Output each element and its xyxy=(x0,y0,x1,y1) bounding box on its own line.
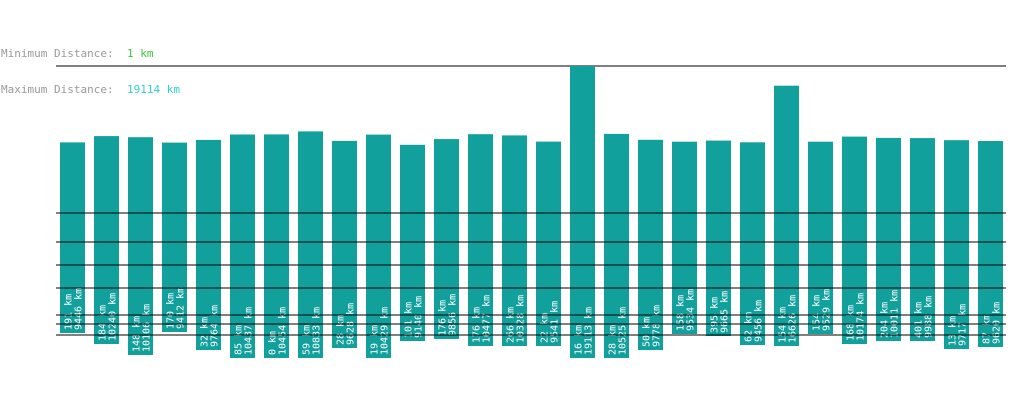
bar xyxy=(332,140,357,348)
bar xyxy=(842,136,867,344)
bar xyxy=(604,133,629,358)
bar xyxy=(536,141,561,346)
bar-label: 85 km10437 km xyxy=(234,307,255,355)
bar-label: 22 km9541 km xyxy=(540,301,561,343)
min-distance-row: Minimum Distance: 1 km xyxy=(1,48,180,60)
bar-label: 176 km10477 km xyxy=(472,295,493,343)
bar xyxy=(774,85,799,346)
bar xyxy=(808,141,833,334)
bar xyxy=(910,138,935,341)
max-distance-label: Maximum Distance: xyxy=(1,83,114,96)
bar xyxy=(740,142,765,345)
bar-label: 154 km16626 km xyxy=(778,295,799,343)
bar xyxy=(230,134,255,358)
bar-label: 184 km10240 km xyxy=(98,293,119,341)
bar-label: 101 km9140 km xyxy=(404,296,425,338)
bar-label: 266 km10328 km xyxy=(506,295,527,343)
bar xyxy=(570,66,595,358)
bar xyxy=(400,144,425,341)
bar-label: 395 km9665 km xyxy=(710,291,731,333)
bar-label: 62 km9456 km xyxy=(744,300,765,342)
bar-label: 158 km9534 km xyxy=(676,289,697,331)
bar-label: 154 km9529 km xyxy=(812,289,833,331)
min-distance-label: Minimum Distance: xyxy=(1,47,114,60)
bar-label: 59 km10833 km xyxy=(302,307,323,355)
bar xyxy=(298,131,323,358)
bar xyxy=(706,140,731,336)
bar xyxy=(60,142,85,333)
bar xyxy=(672,141,697,334)
bar xyxy=(944,140,969,349)
bar-label: 168 km10174 km xyxy=(846,293,867,341)
bar-label: 13 km9717 km xyxy=(948,304,969,346)
bar xyxy=(94,136,119,344)
bar xyxy=(162,142,187,332)
bar-label: 0 km10454 km xyxy=(268,307,289,355)
bar xyxy=(264,134,289,358)
bar-label: 50 km9778 km xyxy=(642,305,663,347)
min-distance-value: 1 km xyxy=(127,47,154,60)
bar xyxy=(876,137,901,341)
bar xyxy=(128,137,153,355)
bar-label: 28 km10525 km xyxy=(608,307,629,355)
bar-label: 32 km9764 km xyxy=(200,305,221,347)
bar-label: 87 km9620 km xyxy=(982,302,1003,344)
bar-label: 170 km9412 km xyxy=(166,287,187,329)
bar-label: 401 km9988 km xyxy=(914,296,935,338)
bar xyxy=(468,134,493,346)
max-distance-row: Maximum Distance: 19114 km xyxy=(1,84,180,96)
bar-label: 16 km19113 km xyxy=(574,307,595,355)
bar-label: 19 km10429 km xyxy=(370,307,391,355)
distance-stats: Minimum Distance: 1 km Maximum Distance: 1… xyxy=(1,24,180,120)
bar-label: 204 km10011 km xyxy=(880,290,901,338)
bar-label: 191 km9446 km xyxy=(64,288,85,330)
bar xyxy=(978,141,1003,347)
bar xyxy=(434,139,459,339)
bar-label: 148 km10106 km xyxy=(132,304,153,352)
max-distance-value: 19114 km xyxy=(127,83,180,96)
bar xyxy=(366,134,391,358)
bar xyxy=(502,135,527,346)
